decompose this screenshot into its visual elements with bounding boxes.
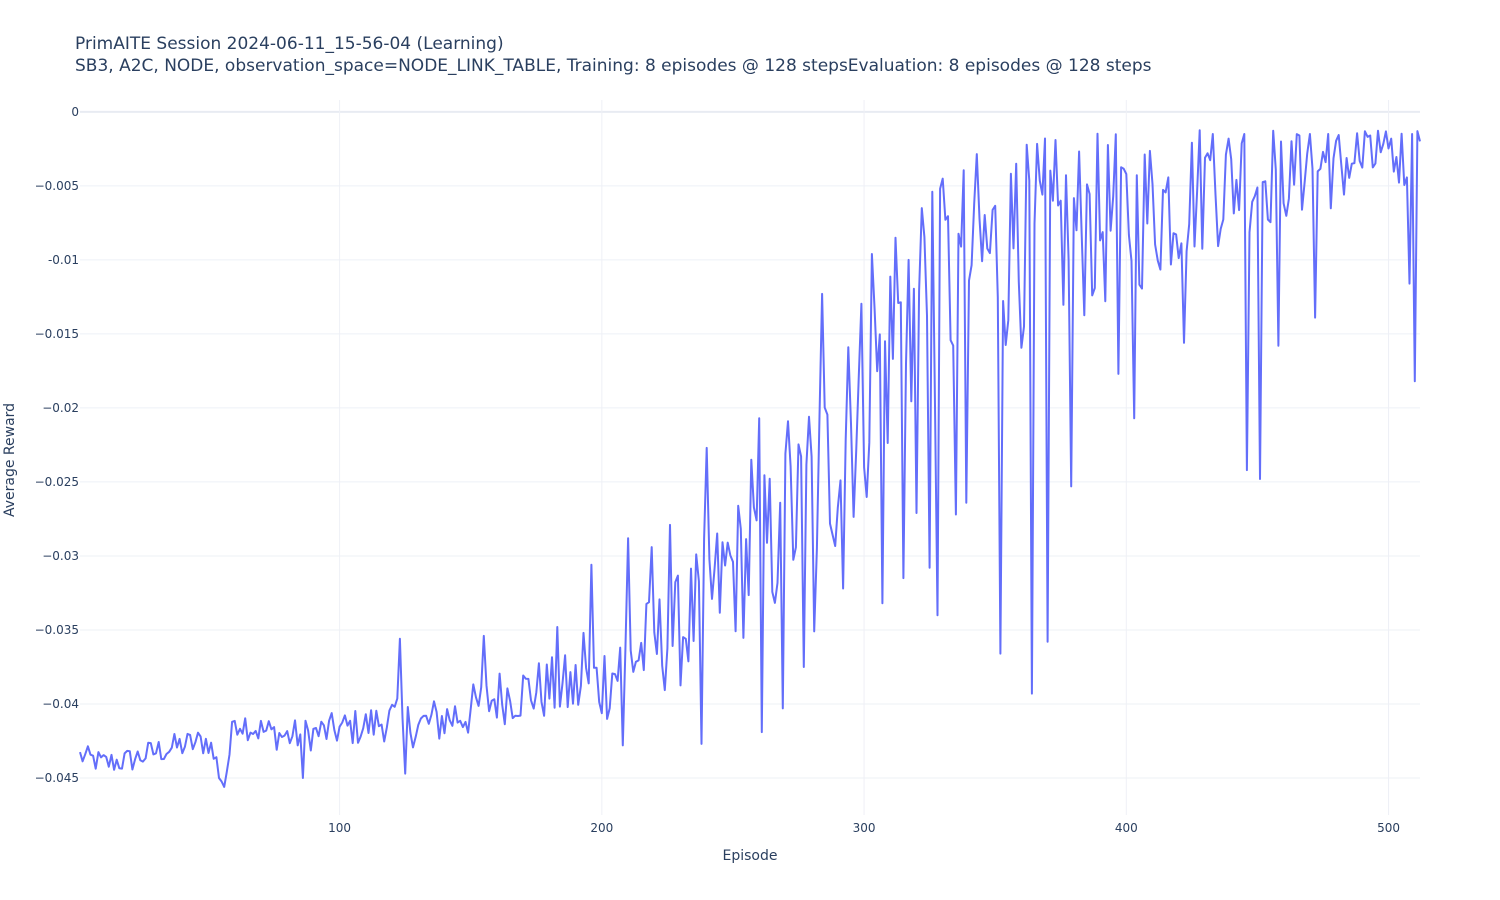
x-tick-label: 200 (590, 821, 613, 835)
y-tick-label: 0 (71, 105, 79, 119)
x-tick-label: 100 (328, 821, 351, 835)
y-tick-label: −0.035 (35, 623, 79, 637)
y-tick-label: −0.015 (35, 327, 79, 341)
y-tick-label: −0.045 (35, 771, 79, 785)
chart-subtitle: SB3, A2C, NODE, observation_space=NODE_L… (75, 56, 1152, 76)
line-layer (79, 129, 1421, 788)
x-tick-label: 500 (1377, 821, 1400, 835)
x-tick-label: 300 (853, 821, 876, 835)
y-tick-label: −0.04 (42, 697, 79, 711)
chart-title: PrimAITE Session 2024-06-11_15-56-04 (Le… (75, 34, 504, 54)
tick-layer: 0 −0.005 -0.01 −0.015 −0.02 −0.025 −0.03 −0.035… (35, 105, 1400, 835)
y-tick-label: −0.005 (35, 179, 79, 193)
y-tick-label: −0.03 (42, 549, 79, 563)
y-tick-label: −0.02 (42, 401, 79, 415)
grid-layer (80, 100, 1420, 815)
series-line (79, 129, 1421, 788)
y-axis-title: Average Reward (2, 403, 18, 517)
y-tick-label: −0.025 (35, 475, 79, 489)
chart-title-block: PrimAITE Session 2024-06-11_15-56-04 (Le… (75, 33, 1151, 77)
x-tick-label: 400 (1115, 821, 1138, 835)
x-axis-title: Episode (723, 848, 778, 864)
y-tick-label: -0.01 (48, 253, 79, 267)
